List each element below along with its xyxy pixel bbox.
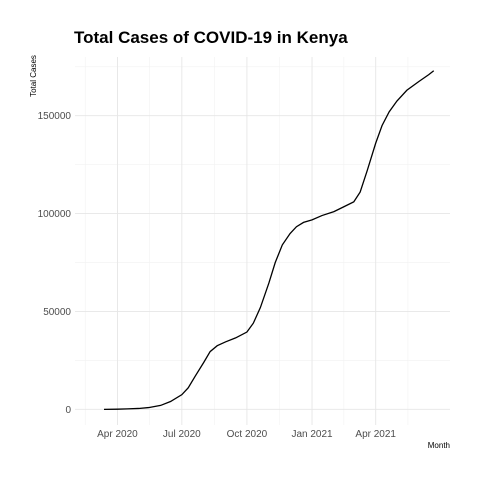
- major-gridlines: [75, 57, 450, 425]
- y-tick-label: 50000: [43, 307, 71, 318]
- minor-gridlines: [75, 57, 450, 425]
- x-tick-label: Apr 2020: [97, 429, 138, 440]
- y-tick-labels: 0 50000 100000 150000: [38, 111, 72, 416]
- chart-title: Total Cases of COVID-19 in Kenya: [74, 28, 348, 47]
- y-axis-label: Total Cases: [29, 55, 38, 97]
- y-tick-label: 100000: [38, 209, 72, 220]
- x-tick-labels: Apr 2020 Jul 2020 Oct 2020 Jan 2021 Apr 2021: [97, 429, 396, 440]
- x-tick-label: Oct 2020: [227, 429, 268, 440]
- x-tick-label: Jan 2021: [291, 429, 333, 440]
- y-tick-label: 150000: [38, 111, 72, 122]
- x-axis-label: Month: [428, 441, 450, 450]
- y-tick-label: 0: [65, 405, 71, 416]
- x-tick-label: Apr 2021: [355, 429, 396, 440]
- total-cases-line: [104, 70, 435, 410]
- x-tick-label: Jul 2020: [163, 429, 201, 440]
